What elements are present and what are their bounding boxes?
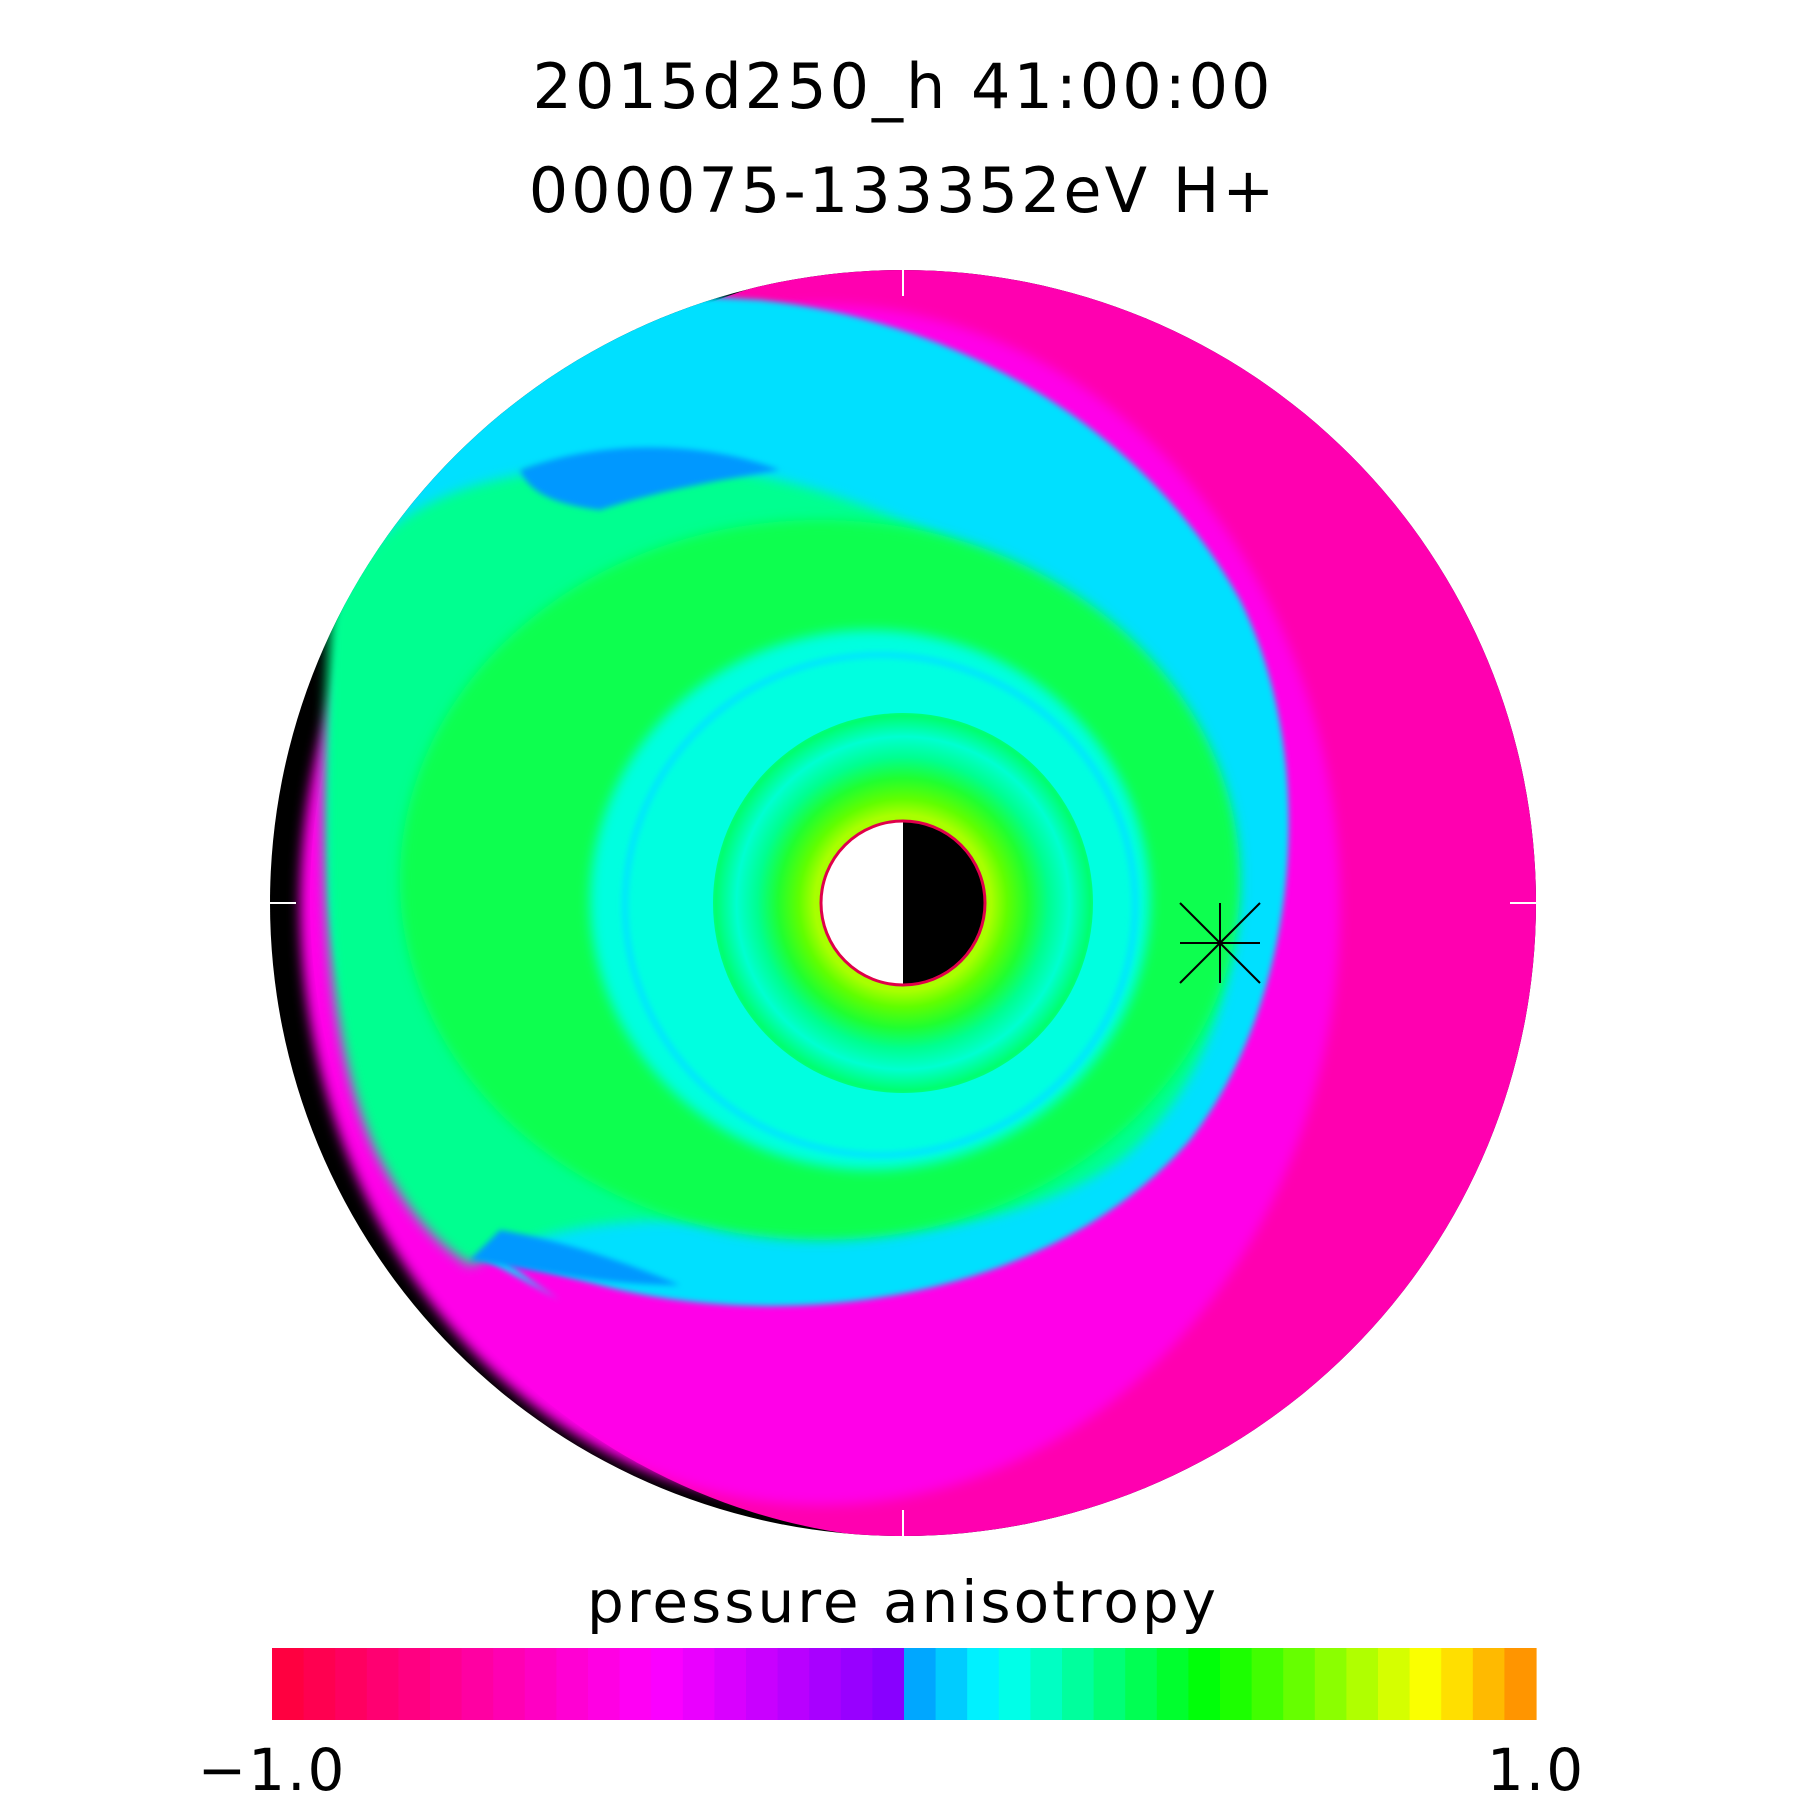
colorbar-swatch bbox=[619, 1648, 652, 1720]
colorbar-label: pressure anisotropy bbox=[587, 1568, 1219, 1636]
colorbar-swatch bbox=[366, 1648, 399, 1720]
chart-title-line1: 2015d250_h 41:00:00 bbox=[533, 50, 1274, 123]
colorbar-swatch bbox=[1093, 1648, 1126, 1720]
colorbar-swatch bbox=[588, 1648, 621, 1720]
region-blue-patch-north bbox=[520, 447, 780, 510]
colorbar-swatch bbox=[935, 1648, 968, 1720]
colorbar-swatch bbox=[1251, 1648, 1284, 1720]
colorbar-swatch bbox=[524, 1648, 557, 1720]
colorbar-swatch bbox=[1346, 1648, 1379, 1720]
colorbar-swatch bbox=[809, 1648, 842, 1720]
colorbar-swatch bbox=[303, 1648, 336, 1720]
colorbar-swatch bbox=[272, 1648, 305, 1720]
colorbar-swatch bbox=[461, 1648, 494, 1720]
colorbar-min-label: −1.0 bbox=[198, 1736, 347, 1800]
colorbar-swatch bbox=[1314, 1648, 1347, 1720]
colorbar-swatch bbox=[398, 1648, 431, 1720]
colorbar-swatch bbox=[651, 1648, 684, 1720]
colorbar-swatch bbox=[1030, 1648, 1063, 1720]
colorbar-swatch bbox=[1441, 1648, 1474, 1720]
colorbar-swatch bbox=[1156, 1648, 1189, 1720]
colorbar-swatch bbox=[714, 1648, 747, 1720]
colorbar-swatch bbox=[1125, 1648, 1158, 1720]
colorbar-swatch bbox=[1409, 1648, 1442, 1720]
asterisk-marker-icon bbox=[1179, 902, 1261, 984]
colorbar-swatch bbox=[1188, 1648, 1221, 1720]
chart-title-line2: 000075-133352eV H+ bbox=[529, 154, 1278, 227]
colorbar-swatch bbox=[998, 1648, 1031, 1720]
region-blue-patch-south bbox=[470, 1230, 680, 1285]
colorbar-swatch bbox=[493, 1648, 526, 1720]
colorbar-swatch bbox=[967, 1648, 1000, 1720]
colorbar bbox=[272, 1648, 1537, 1720]
colorbar-swatch bbox=[430, 1648, 463, 1720]
colorbar-swatch bbox=[746, 1648, 779, 1720]
colorbar-swatch bbox=[682, 1648, 715, 1720]
colorbar-swatch bbox=[872, 1648, 905, 1720]
polar-map bbox=[270, 270, 1536, 1536]
colorbar-swatch bbox=[1378, 1648, 1411, 1720]
colorbar-swatch bbox=[1504, 1648, 1537, 1720]
colorbar-swatch bbox=[840, 1648, 873, 1720]
colorbar-swatch bbox=[1220, 1648, 1253, 1720]
earth-icon bbox=[819, 819, 987, 987]
colorbar-swatch bbox=[1472, 1648, 1505, 1720]
colorbar-swatch bbox=[777, 1648, 810, 1720]
colorbar-swatch bbox=[1283, 1648, 1316, 1720]
colorbar-swatch bbox=[335, 1648, 368, 1720]
colorbar-swatch bbox=[1062, 1648, 1095, 1720]
colorbar-swatch bbox=[556, 1648, 589, 1720]
region-cyan-inner-edge bbox=[622, 652, 1138, 1158]
colorbar-max-label: 1.0 bbox=[1487, 1736, 1585, 1800]
colorbar-swatch bbox=[904, 1648, 937, 1720]
